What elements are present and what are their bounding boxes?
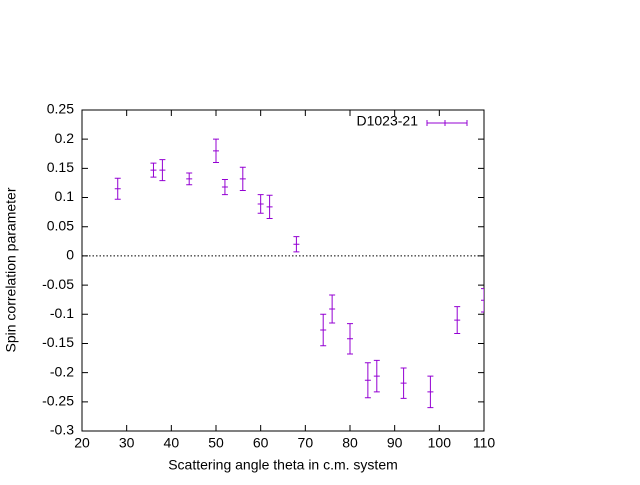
y-tick-label: -0.15	[42, 334, 74, 350]
y-tick-label: 0.1	[55, 188, 75, 204]
y-tick-label: 0	[66, 247, 74, 263]
plot-border	[81, 109, 485, 432]
legend-label: D1023-21	[357, 113, 419, 129]
error-bar	[213, 138, 219, 164]
error-bar	[150, 162, 157, 178]
x-tick-label: 40	[164, 435, 180, 451]
legend-sample	[426, 120, 468, 126]
y-tick-label: 0.25	[47, 101, 74, 117]
x-tick-label: 50	[208, 435, 224, 451]
y-tick-label: 0.05	[47, 217, 74, 233]
error-bar	[266, 194, 273, 220]
error-bar	[329, 294, 336, 324]
error-bar	[481, 288, 484, 313]
error-bar	[347, 323, 353, 355]
y-tick-label: -0.1	[50, 305, 74, 321]
x-tick-label: 110	[473, 435, 496, 451]
error-bar	[221, 178, 228, 196]
y-tick-label: -0.25	[42, 393, 74, 409]
x-tick-label: 20	[74, 435, 90, 451]
error-bar	[159, 159, 166, 182]
error-bar	[427, 375, 434, 409]
x-tick-label: 90	[387, 435, 403, 451]
y-tick-label: 0.15	[47, 159, 74, 175]
error-bar	[364, 362, 371, 399]
error-bar	[114, 177, 121, 200]
x-tick-label: 30	[119, 435, 135, 451]
y-tick-label: -0.05	[42, 276, 74, 292]
series	[114, 138, 484, 409]
error-bar	[373, 359, 380, 393]
error-bar	[293, 236, 300, 253]
x-tick-label: 70	[298, 435, 314, 451]
error-bar	[320, 313, 327, 347]
y-tick-label: -0.2	[50, 363, 74, 379]
x-tick-label: 100	[428, 435, 452, 451]
error-bar	[186, 172, 193, 186]
error-bar	[400, 367, 407, 399]
error-bar	[454, 306, 461, 335]
x-tick-label: 80	[342, 435, 358, 451]
x-tick-label: 60	[253, 435, 269, 451]
y-tick-label: 0.2	[55, 130, 75, 146]
x-axis-label: Scattering angle theta in c.m. system	[168, 457, 398, 473]
error-bar	[257, 194, 264, 214]
y-tick-label: -0.3	[50, 422, 74, 438]
y-axis-label: Spin correlation parameter	[3, 187, 19, 352]
error-bar	[239, 166, 246, 192]
